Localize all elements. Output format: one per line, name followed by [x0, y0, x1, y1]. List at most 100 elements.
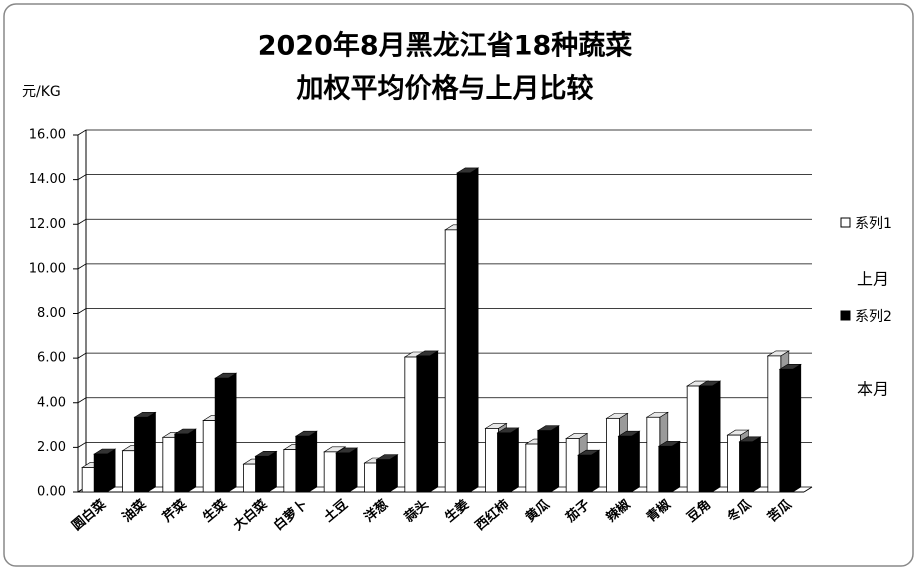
bar-front [739, 441, 753, 493]
grid-segment [77, 174, 812, 180]
y-tick-label: 8.00 [37, 306, 66, 321]
grid-segment [77, 129, 812, 136]
bar-front [727, 434, 741, 493]
bar [375, 454, 399, 493]
bar-front [646, 416, 661, 493]
bar-front [404, 356, 419, 493]
annotation: 上月 [857, 270, 889, 289]
bar-front [618, 435, 632, 493]
bar [294, 430, 318, 493]
bar-front [174, 433, 189, 493]
bar [456, 167, 480, 493]
grid-segment [77, 397, 812, 404]
bar-side [308, 430, 318, 493]
annotation: 本月 [857, 380, 889, 399]
bar-front [698, 385, 713, 493]
bar-side [147, 411, 156, 493]
bar-side [227, 372, 237, 493]
bar-side [429, 350, 439, 493]
bar-front [81, 467, 96, 493]
chart-title: 加权平均价格与上月比较 [297, 73, 594, 105]
bar-front [335, 452, 350, 493]
bar-side [187, 428, 197, 493]
bar-front [606, 417, 620, 493]
bar-side [671, 440, 681, 493]
y-tick-label: 0.00 [37, 485, 66, 500]
axis-line [803, 486, 813, 493]
bar-front [416, 355, 431, 493]
bar-side [510, 427, 519, 493]
bar [778, 363, 802, 493]
bar-front [93, 453, 108, 493]
bar-front [444, 229, 459, 493]
y-tick-label: 2.00 [37, 440, 66, 455]
bar [415, 350, 439, 493]
legend-label: 系列2 [855, 309, 892, 325]
grid-segment [77, 218, 812, 225]
bar-front [243, 463, 257, 493]
grid-segment [77, 263, 812, 270]
bar-front [485, 428, 499, 493]
legend-swatch [840, 310, 851, 321]
bar-side [550, 425, 560, 493]
chart-title: 2020年8月黑龙江省18种蔬菜 [258, 30, 633, 62]
bar-front [767, 355, 782, 493]
legend-label: 系列1 [855, 216, 892, 232]
bar [173, 428, 197, 493]
bar [133, 411, 157, 493]
bar [496, 427, 520, 493]
grid-line [77, 352, 812, 359]
bar-side [469, 167, 479, 493]
grid-line [77, 218, 812, 225]
bar-front [658, 445, 673, 493]
grid-line [77, 174, 812, 180]
bar-side [268, 450, 277, 493]
bar-side [348, 447, 358, 493]
bar-front [202, 420, 217, 493]
bar-front [364, 462, 378, 493]
bar [657, 440, 681, 493]
y-tick-label: 14.00 [29, 172, 66, 187]
grid-line [77, 308, 812, 314]
bar-front [376, 459, 390, 493]
bar-front [497, 432, 511, 493]
bar-front [577, 454, 592, 493]
bar [738, 436, 762, 493]
bar-front [122, 450, 136, 493]
bar [698, 380, 722, 493]
bar-front [537, 430, 552, 493]
grid-segment [77, 352, 812, 359]
y-unit: 元/KG [22, 84, 61, 100]
bar-front [323, 451, 338, 493]
bar [536, 425, 560, 493]
bar-side [792, 363, 802, 493]
bar-side [590, 449, 600, 493]
bar-front [134, 416, 148, 493]
bar [214, 372, 238, 493]
bar-front [283, 449, 298, 493]
bar [577, 449, 601, 493]
bar-front [214, 377, 229, 493]
bar-front [295, 435, 310, 493]
bar-side [106, 448, 116, 493]
bar-front [565, 438, 580, 493]
grid-segment [77, 308, 812, 314]
bar-side [752, 436, 761, 493]
y-tick-label: 12.00 [29, 217, 66, 232]
bar-front [255, 455, 269, 493]
bar [254, 450, 278, 493]
bar [335, 447, 359, 493]
bar-front [525, 443, 540, 493]
y-tick-label: 10.00 [29, 261, 66, 276]
y-tick-label: 4.00 [37, 395, 66, 410]
grid-line [77, 397, 812, 404]
grid-line [77, 263, 812, 270]
y-tick-label: 6.00 [37, 351, 66, 366]
bar-front [162, 436, 177, 493]
bar-front [456, 172, 471, 493]
bar-front [686, 385, 701, 493]
bar-side [631, 430, 640, 493]
bar-side [389, 454, 398, 493]
grid-line [77, 129, 812, 136]
